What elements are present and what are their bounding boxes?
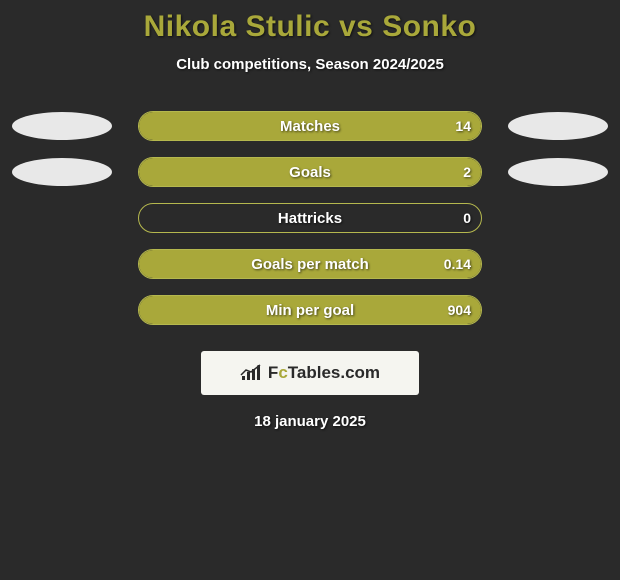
logo-text: FcTables.com — [268, 363, 380, 383]
right-ellipse — [508, 158, 608, 186]
stat-bar: Min per goal904 — [138, 295, 482, 325]
snapshot-date: 18 january 2025 — [0, 413, 620, 430]
comparison-widget: Nikola Stulic vs Sonko Club competitions… — [0, 0, 620, 580]
stat-row: Hattricks0 — [0, 195, 620, 241]
stat-value: 0 — [463, 204, 471, 232]
subtitle: Club competitions, Season 2024/2025 — [0, 56, 620, 73]
stat-bar: Goals per match0.14 — [138, 249, 482, 279]
stat-row: Min per goal904 — [0, 287, 620, 333]
stat-label: Goals per match — [139, 250, 481, 278]
stat-row: Goals per match0.14 — [0, 241, 620, 287]
stats-area: Matches14 Goals2 Hattricks0 Goals per match… — [0, 103, 620, 333]
stat-bar: Goals2 — [138, 157, 482, 187]
logo-prefix: F — [268, 363, 278, 382]
stat-label: Matches — [139, 112, 481, 140]
stat-row: Goals2 — [0, 149, 620, 195]
stat-value: 2 — [463, 158, 471, 186]
stat-label: Goals — [139, 158, 481, 186]
left-ellipse — [12, 112, 112, 140]
right-ellipse — [508, 112, 608, 140]
stat-label: Hattricks — [139, 204, 481, 232]
logo-highlight: c — [278, 363, 287, 382]
stat-value: 14 — [455, 112, 471, 140]
stat-value: 0.14 — [444, 250, 471, 278]
stat-bar: Matches14 — [138, 111, 482, 141]
chart-icon — [240, 364, 262, 382]
logo-suffix: Tables.com — [288, 363, 380, 382]
stat-bar: Hattricks0 — [138, 203, 482, 233]
stat-label: Min per goal — [139, 296, 481, 324]
page-title: Nikola Stulic vs Sonko — [0, 10, 620, 44]
stat-value: 904 — [448, 296, 471, 324]
stat-row: Matches14 — [0, 103, 620, 149]
source-logo[interactable]: FcTables.com — [201, 351, 419, 395]
left-ellipse — [12, 158, 112, 186]
